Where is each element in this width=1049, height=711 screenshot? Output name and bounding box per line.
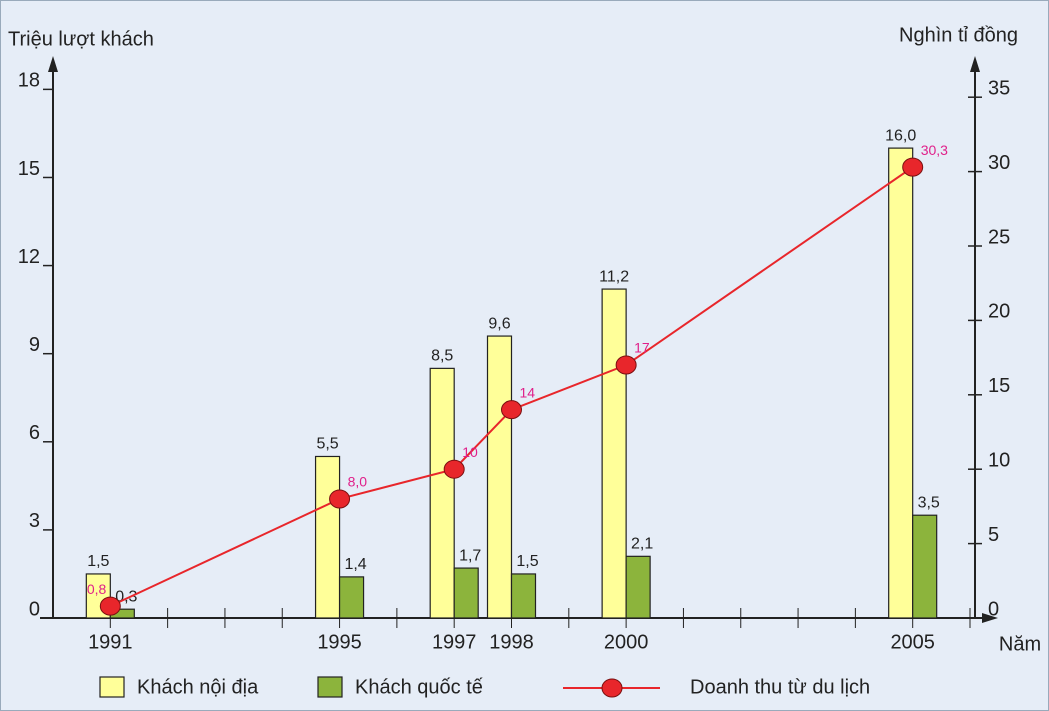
y-tick-label: 9 xyxy=(29,334,40,356)
y-tick-label: 3 xyxy=(29,510,40,532)
line xyxy=(109,166,914,608)
y-tick-label: 6 xyxy=(29,422,40,444)
x-tick-label: 1998 xyxy=(489,631,534,653)
x-tick-label: 2005 xyxy=(890,631,935,653)
bar-value-label: 5,5 xyxy=(316,436,338,453)
bar-value-label: 8,5 xyxy=(431,348,453,365)
y2-tick-label: 0 xyxy=(988,598,999,620)
bar-value-label: 3,5 xyxy=(918,494,940,511)
bar xyxy=(888,147,914,619)
line-point xyxy=(329,489,351,509)
bar-value-label: 1,5 xyxy=(87,553,109,570)
line-point xyxy=(902,157,924,177)
line-point xyxy=(615,355,637,375)
y-tick-label: 15 xyxy=(18,158,40,180)
line-value-label: 10 xyxy=(462,444,478,460)
bar-value-label: 9,6 xyxy=(488,315,510,332)
bar xyxy=(338,576,365,619)
bar-value-label: 1,5 xyxy=(516,553,538,570)
bar-value-label: 11,2 xyxy=(599,268,629,285)
bar xyxy=(601,288,627,619)
legend-label: Khách quốc tế xyxy=(355,676,483,698)
bar-value-label: 1,7 xyxy=(459,547,481,564)
bar xyxy=(486,335,513,619)
legend-label: Doanh thu từ du lịch xyxy=(690,676,870,698)
bar-value-label: 16,0 xyxy=(885,127,916,144)
y2-tick-label: 15 xyxy=(988,375,1010,397)
legend-swatch xyxy=(317,676,343,698)
y2-axis-arrow xyxy=(970,56,980,72)
legend-swatch xyxy=(99,676,125,698)
x-tick-label: 1995 xyxy=(317,631,362,653)
y2-tick-label: 10 xyxy=(988,449,1010,471)
line-point xyxy=(501,400,522,420)
y2-axis-label: Nghìn tỉ đồng xyxy=(899,24,1018,46)
bar xyxy=(453,567,479,619)
x-axis-label: Năm xyxy=(999,633,1041,655)
line-point xyxy=(443,459,465,479)
bar xyxy=(625,555,651,619)
y-axis-label: Triệu lượt khách xyxy=(8,28,154,50)
bar xyxy=(429,367,455,619)
y2-tick-label: 5 xyxy=(988,524,999,546)
bar xyxy=(912,514,938,619)
line-value-label: 30,3 xyxy=(921,142,948,158)
y-tick-label: 12 xyxy=(18,246,40,268)
line-point xyxy=(99,596,121,616)
line-value-label: 14 xyxy=(520,384,536,400)
y-tick-label: 18 xyxy=(18,70,40,92)
legend-label: Khách nội địa xyxy=(137,676,259,698)
x-axis-arrow xyxy=(982,613,998,623)
bar-value-label: 1,4 xyxy=(344,556,366,573)
y-axis-arrow xyxy=(48,56,58,72)
bar xyxy=(314,455,341,619)
line-value-label: 0,8 xyxy=(87,581,107,597)
x-tick-label: 1991 xyxy=(88,631,133,653)
y2-tick-label: 35 xyxy=(988,77,1010,99)
x-tick-label: 1997 xyxy=(432,631,477,653)
bar-value-label: 2,1 xyxy=(631,536,653,553)
line-value-label: 8,0 xyxy=(348,474,368,490)
y-tick-label: 0 xyxy=(29,598,40,620)
bar xyxy=(510,573,537,619)
y2-tick-label: 20 xyxy=(988,301,1010,323)
line-value-label: 17 xyxy=(634,340,650,356)
legend-marker xyxy=(601,678,623,698)
y2-tick-label: 30 xyxy=(988,152,1010,174)
y2-tick-label: 25 xyxy=(988,226,1010,248)
x-tick-label: 2000 xyxy=(604,631,649,653)
